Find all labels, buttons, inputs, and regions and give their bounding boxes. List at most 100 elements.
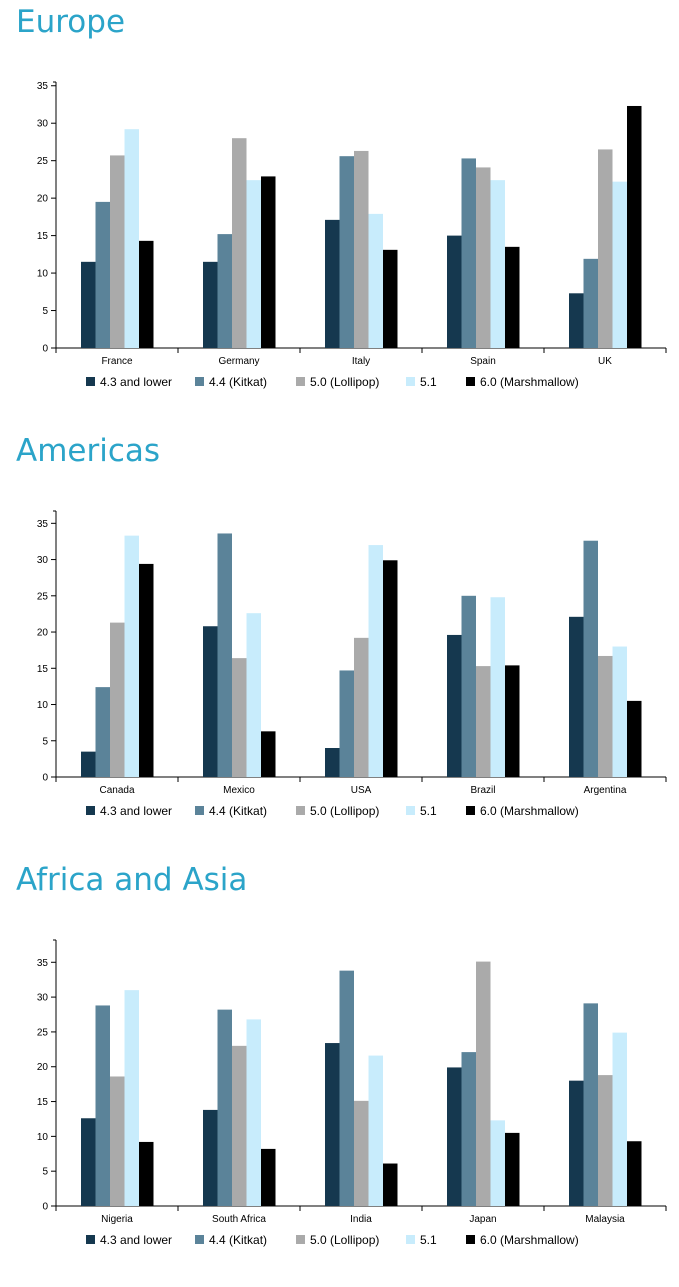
bar-mexico-5-0-lollipop	[232, 658, 247, 777]
legend-swatch	[195, 377, 204, 386]
x-tick-label: Argentina	[584, 785, 627, 796]
y-tick-label: 20	[37, 194, 49, 205]
legend-label: 4.3 and lower	[100, 804, 172, 818]
legend-swatch	[466, 377, 475, 386]
legend-swatch	[406, 806, 415, 815]
legend-label: 4.4 (Kitkat)	[209, 804, 267, 818]
region-title-africa-asia: Africa and Asia	[16, 862, 248, 898]
x-tick-label: Germany	[218, 356, 259, 367]
bar-canada-4-3-and-lower	[81, 751, 96, 777]
bar-india-4-4-kitkat	[339, 970, 354, 1206]
y-tick-label: 0	[42, 1202, 48, 1213]
bar-argentina-4-3-and-lower	[569, 616, 584, 777]
bar-malaysia-6-0-marshmallow	[627, 1141, 642, 1206]
legend-swatch	[466, 806, 475, 815]
bar-south-africa-5-1	[246, 1019, 261, 1206]
legend-label: 5.1	[420, 1233, 437, 1247]
bar-nigeria-4-4-kitkat	[95, 1005, 110, 1206]
bar-spain-4-3-and-lower	[447, 235, 462, 348]
x-tick-label: France	[101, 356, 133, 367]
bar-brazil-4-4-kitkat	[461, 595, 476, 777]
y-tick-label: 10	[37, 269, 49, 280]
y-tick-label: 20	[37, 1062, 49, 1073]
bar-uk-6-0-marshmallow	[627, 105, 642, 348]
bar-uk-5-0-lollipop	[598, 149, 613, 348]
bar-mexico-4-4-kitkat	[217, 533, 232, 777]
legend-label: 6.0 (Marshmallow)	[480, 1233, 579, 1247]
bar-argentina-4-4-kitkat	[583, 540, 598, 777]
bar-germany-5-0-lollipop	[232, 138, 247, 348]
legend-item-4-3-and-lower: 4.3 and lower	[86, 1233, 172, 1247]
bar-malaysia-5-0-lollipop	[598, 1075, 613, 1206]
bar-germany-6-0-marshmallow	[261, 176, 276, 348]
legend-item-6-0-marshmallow: 6.0 (Marshmallow)	[466, 375, 579, 389]
x-tick-label: South Africa	[212, 1214, 266, 1225]
legend-item-4-3-and-lower: 4.3 and lower	[86, 804, 172, 818]
y-tick-label: 35	[37, 81, 49, 92]
bar-chart-americas: 0 5 10 15 20 25 30 35 Canada Mexico USA Brazil Argen…	[37, 510, 667, 818]
legend-swatch	[86, 1235, 95, 1244]
x-tick-label: Brazil	[470, 785, 495, 796]
x-tick-label: Japan	[469, 1214, 496, 1225]
legend-label: 5.0 (Lollipop)	[310, 1233, 379, 1247]
legend-label: 4.3 and lower	[100, 1233, 172, 1247]
chart-section-americas: Americas 0 5 10 15 20 25 30 35 Canada Mexico USA Br…	[0, 429, 679, 858]
bar-mexico-6-0-marshmallow	[261, 731, 276, 777]
bar-canada-4-4-kitkat	[95, 687, 110, 777]
y-tick-label: 35	[37, 519, 49, 530]
bar-canada-6-0-marshmallow	[139, 563, 154, 777]
legend-item-5-0-lollipop: 5.0 (Lollipop)	[296, 375, 379, 389]
y-tick-label: 30	[37, 119, 49, 130]
legend-swatch	[466, 1235, 475, 1244]
legend-swatch	[195, 806, 204, 815]
y-tick-label: 5	[42, 1167, 48, 1178]
legend-label: 6.0 (Marshmallow)	[480, 375, 579, 389]
bar-japan-4-3-and-lower	[447, 1067, 462, 1206]
bar-brazil-5-0-lollipop	[476, 666, 491, 777]
bar-usa-4-3-and-lower	[325, 748, 340, 777]
legend-item-4-3-and-lower: 4.3 and lower	[86, 375, 172, 389]
bar-south-africa-5-0-lollipop	[232, 1045, 247, 1206]
x-tick-label: USA	[351, 785, 372, 796]
bar-usa-5-1	[368, 545, 383, 777]
bar-spain-5-0-lollipop	[476, 167, 491, 348]
bar-spain-4-4-kitkat	[461, 158, 476, 348]
y-tick-label: 25	[37, 156, 49, 167]
bar-france-6-0-marshmallow	[139, 240, 154, 348]
y-tick-label: 0	[42, 344, 48, 355]
bar-italy-6-0-marshmallow	[383, 249, 398, 348]
bar-france-5-0-lollipop	[110, 155, 125, 348]
y-tick-label: 5	[42, 306, 48, 317]
y-tick-label: 10	[37, 700, 49, 711]
bar-spain-5-1	[490, 180, 505, 348]
bar-argentina-5-0-lollipop	[598, 655, 613, 777]
bar-italy-5-0-lollipop	[354, 150, 369, 348]
legend-label: 5.1	[420, 804, 437, 818]
bar-nigeria-5-0-lollipop	[110, 1076, 125, 1206]
bar-mexico-4-3-and-lower	[203, 626, 218, 777]
bar-south-africa-4-4-kitkat	[217, 1009, 232, 1206]
bar-usa-6-0-marshmallow	[383, 560, 398, 777]
bar-malaysia-4-4-kitkat	[583, 1003, 598, 1206]
bar-italy-5-1	[368, 213, 383, 348]
bar-france-5-1	[124, 129, 139, 348]
legend-label: 4.3 and lower	[100, 375, 172, 389]
chart-section-europe: Europe 0 5 10 15 20 25 30 35 France Germany Italy S…	[0, 0, 679, 429]
bar-germany-5-1	[246, 180, 261, 348]
bar-italy-4-4-kitkat	[339, 156, 354, 348]
legend-item-5-0-lollipop: 5.0 (Lollipop)	[296, 1233, 379, 1247]
y-tick-label: 15	[37, 1097, 49, 1108]
legend-swatch	[296, 377, 305, 386]
bar-nigeria-6-0-marshmallow	[139, 1141, 154, 1206]
bar-uk-4-3-and-lower	[569, 293, 584, 348]
legend-item-5-1: 5.1	[406, 1233, 437, 1247]
bar-japan-5-0-lollipop	[476, 961, 491, 1206]
bar-chart-europe: 0 5 10 15 20 25 30 35 France Germany Italy Spain UK 4…	[37, 81, 667, 389]
x-tick-label: UK	[598, 356, 612, 367]
bar-france-4-3-and-lower	[81, 261, 96, 348]
bar-germany-4-3-and-lower	[203, 261, 218, 348]
y-tick-label: 15	[37, 231, 49, 242]
y-tick-label: 30	[37, 555, 49, 566]
legend-item-6-0-marshmallow: 6.0 (Marshmallow)	[466, 804, 579, 818]
bar-brazil-5-1	[490, 597, 505, 777]
